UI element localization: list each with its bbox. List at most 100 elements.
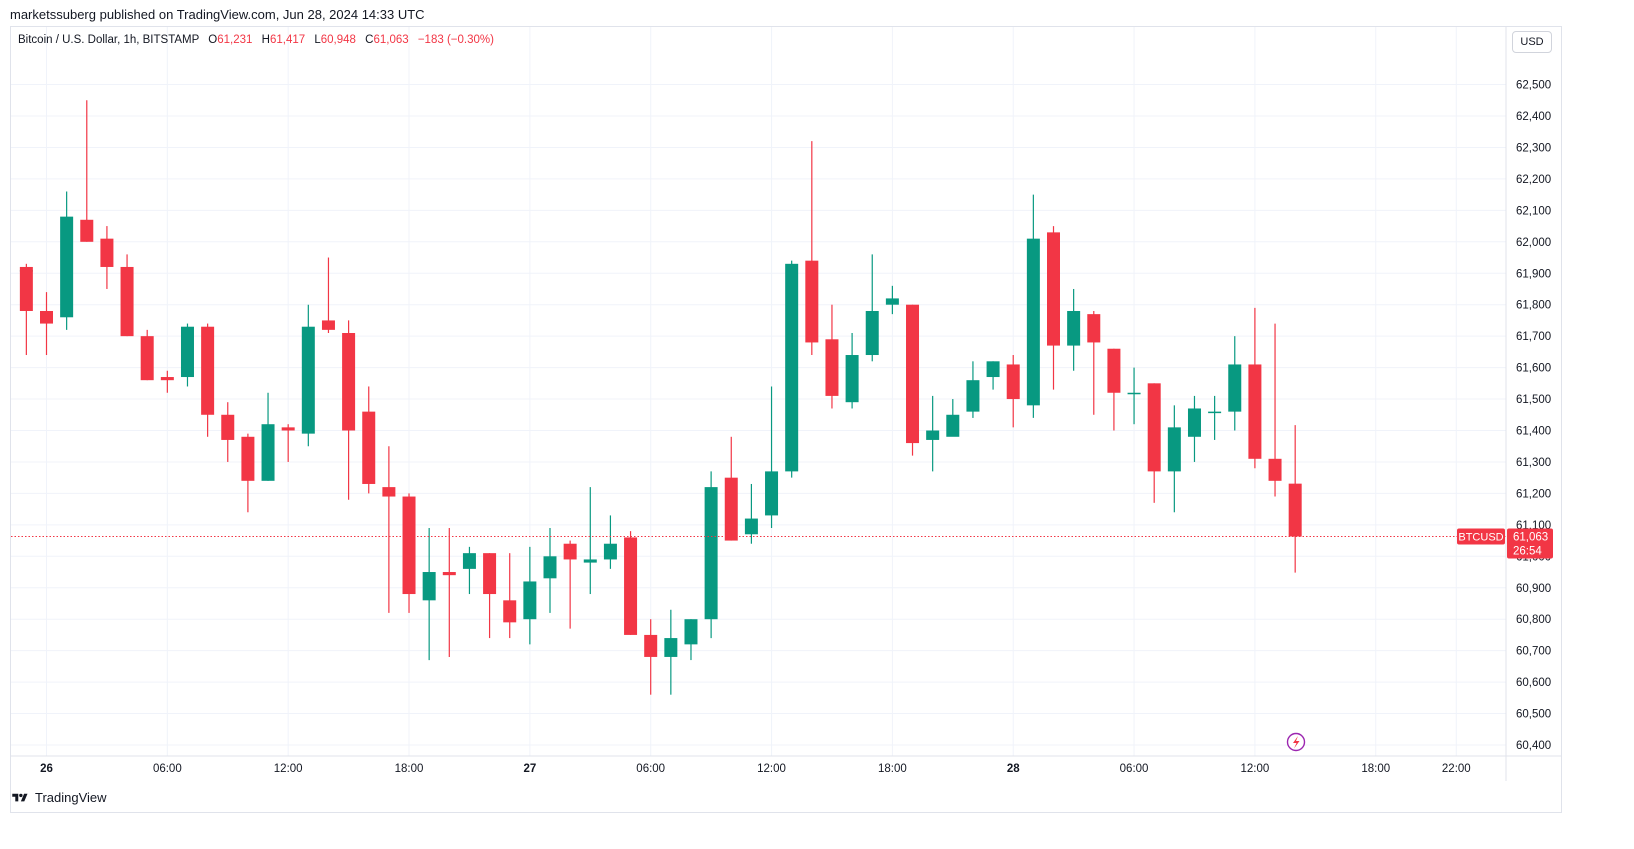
time-tick-label: 06:00: [153, 763, 182, 775]
candle-body[interactable]: [40, 310, 53, 324]
price-tick-label: 60,600: [1516, 677, 1551, 689]
candle-body[interactable]: [1228, 364, 1242, 412]
time-tick-label: 18:00: [1361, 763, 1390, 775]
candle-body[interactable]: [1147, 383, 1161, 472]
candle-body[interactable]: [765, 471, 779, 516]
candle-body[interactable]: [483, 553, 497, 595]
candle-body[interactable]: [1026, 238, 1040, 406]
candle-body[interactable]: [301, 326, 315, 434]
candle-body[interactable]: [825, 339, 839, 396]
footer-brand-name: TradingView: [35, 790, 107, 805]
price-tick-label: 62,300: [1516, 142, 1551, 154]
price-tick-label: 62,500: [1516, 80, 1551, 92]
price-tick-label: 62,100: [1516, 205, 1551, 217]
candle-body[interactable]: [805, 260, 819, 343]
candle-body[interactable]: [885, 298, 899, 305]
candle-body[interactable]: [362, 411, 376, 484]
time-tick-label: 06:00: [1120, 763, 1149, 775]
candle-body[interactable]: [80, 219, 94, 242]
candle-body[interactable]: [563, 543, 577, 560]
candle-body[interactable]: [744, 518, 758, 535]
time-tick-label: 12:00: [1241, 763, 1270, 775]
price-tick-label: 60,700: [1516, 646, 1551, 658]
candle-body[interactable]: [664, 638, 678, 657]
candle-body[interactable]: [845, 355, 859, 403]
candle-body[interactable]: [402, 496, 416, 595]
candle-body[interactable]: [1067, 310, 1081, 346]
candle-body[interactable]: [1087, 314, 1101, 343]
high-key: H: [261, 34, 270, 46]
change-value: −183 (−0.30%): [417, 34, 494, 46]
candle-body[interactable]: [100, 238, 114, 267]
candle-body[interactable]: [140, 336, 154, 381]
candle-body[interactable]: [120, 266, 134, 337]
candle-body[interactable]: [442, 572, 456, 576]
price-tick-label: 60,400: [1516, 740, 1551, 752]
candle-body[interactable]: [382, 487, 396, 497]
price-tick-label: 61,500: [1516, 394, 1551, 406]
candle-body[interactable]: [1208, 411, 1222, 414]
price-tick-label: 62,200: [1516, 174, 1551, 186]
candle-body[interactable]: [1187, 408, 1201, 437]
price-tick-label: 62,000: [1516, 237, 1551, 249]
candle-body[interactable]: [704, 487, 718, 620]
candle-body[interactable]: [1047, 232, 1060, 346]
candle-body[interactable]: [281, 427, 295, 431]
candle-body[interactable]: [201, 326, 215, 415]
candle-body[interactable]: [241, 436, 255, 481]
candle-body[interactable]: [1288, 483, 1302, 537]
time-tick-label: 06:00: [636, 763, 665, 775]
time-tick-label: 22:00: [1442, 763, 1471, 775]
candle-body[interactable]: [785, 263, 799, 472]
candle-body[interactable]: [966, 380, 980, 412]
candle-body[interactable]: [906, 304, 920, 444]
candle-body[interactable]: [684, 619, 698, 645]
price-tick-label: 61,300: [1516, 457, 1551, 469]
symbol-legend: Bitcoin / U.S. Dollar, 1h, BITSTAMP O 61,…: [18, 34, 494, 46]
candle-body[interactable]: [1006, 364, 1020, 400]
price-tick-label: 61,800: [1516, 300, 1551, 312]
price-tick-label: 60,500: [1516, 709, 1551, 721]
candle-body[interactable]: [624, 537, 638, 635]
symbol-title: Bitcoin / U.S. Dollar, 1h, BITSTAMP: [18, 34, 200, 46]
candle-body[interactable]: [180, 326, 194, 378]
candle-body[interactable]: [1248, 364, 1262, 459]
candle-body[interactable]: [986, 361, 1000, 378]
high-value: 61,417: [269, 34, 306, 46]
candle-body[interactable]: [1107, 348, 1121, 393]
symbol-tag-badge: [1457, 528, 1505, 545]
candle-body[interactable]: [644, 634, 658, 657]
candle-body[interactable]: [946, 414, 960, 437]
candle-body[interactable]: [1127, 392, 1141, 395]
price-tick-label: 62,400: [1516, 111, 1551, 123]
candle-body[interactable]: [543, 556, 557, 579]
candle-body[interactable]: [462, 553, 476, 569]
price-tick-label: 60,800: [1516, 614, 1551, 626]
countdown-timer: 26:54: [1513, 545, 1542, 557]
candle-body[interactable]: [926, 430, 940, 440]
candle-body[interactable]: [523, 581, 537, 620]
tradingview-logo-icon: [12, 793, 28, 801]
candle-body[interactable]: [865, 310, 879, 356]
candle-body[interactable]: [19, 266, 33, 311]
candle-body[interactable]: [261, 424, 275, 481]
candle-body[interactable]: [1268, 458, 1282, 481]
candle-body[interactable]: [321, 320, 335, 330]
low-key: L: [314, 34, 321, 46]
candle-body[interactable]: [583, 559, 597, 563]
candle-body[interactable]: [1167, 427, 1181, 472]
candle-body[interactable]: [422, 572, 436, 601]
candle-body[interactable]: [503, 600, 517, 623]
currency-button[interactable]: USD: [1512, 31, 1552, 53]
candle-body[interactable]: [60, 216, 74, 318]
candle-body[interactable]: [724, 477, 738, 541]
candle-body[interactable]: [342, 333, 356, 431]
open-key: O: [208, 34, 218, 46]
price-tick-label: 61,700: [1516, 331, 1551, 343]
candle-body[interactable]: [160, 377, 174, 381]
candle-body[interactable]: [221, 414, 235, 440]
low-value: 60,948: [320, 34, 356, 46]
candle-body[interactable]: [603, 543, 617, 560]
time-tick-label: 12:00: [757, 763, 786, 775]
